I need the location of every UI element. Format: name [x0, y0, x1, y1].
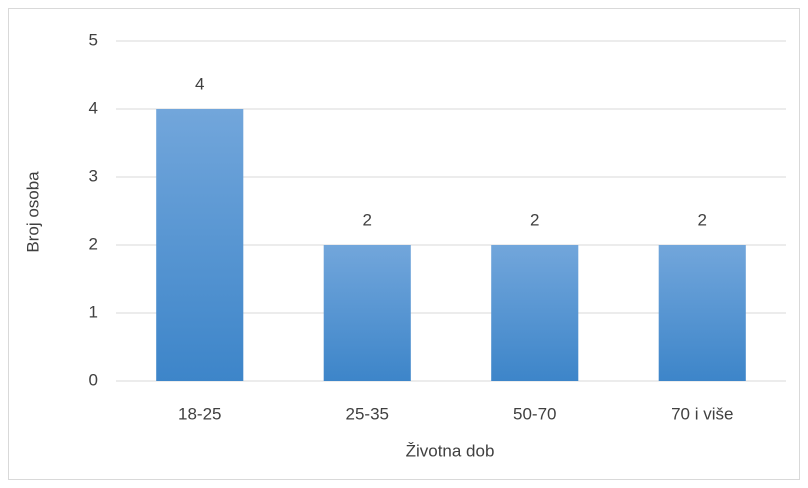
x-tick-label: 18-25 [178, 404, 221, 423]
y-tick-label: 0 [89, 370, 98, 389]
data-label: 4 [195, 74, 204, 93]
data-label: 2 [530, 210, 539, 229]
bar [323, 245, 411, 381]
y-tick-label: 3 [89, 166, 98, 185]
y-tick-label: 5 [89, 30, 98, 49]
bar [658, 245, 746, 381]
y-tick-label: 4 [89, 98, 98, 117]
bar [156, 109, 244, 381]
x-tick-label: 50-70 [513, 404, 556, 423]
y-tick-label: 1 [89, 302, 98, 321]
data-label: 2 [363, 210, 372, 229]
x-tick-label: 70 i više [671, 404, 733, 423]
x-tick-label: 25-35 [346, 404, 389, 423]
y-tick-label: 2 [89, 234, 98, 253]
y-axis-label: Broj osoba [23, 171, 42, 253]
chart-border [8, 8, 800, 480]
data-label: 2 [698, 210, 707, 229]
x-axis-label: Životna dob [406, 441, 495, 460]
bar [491, 245, 579, 381]
